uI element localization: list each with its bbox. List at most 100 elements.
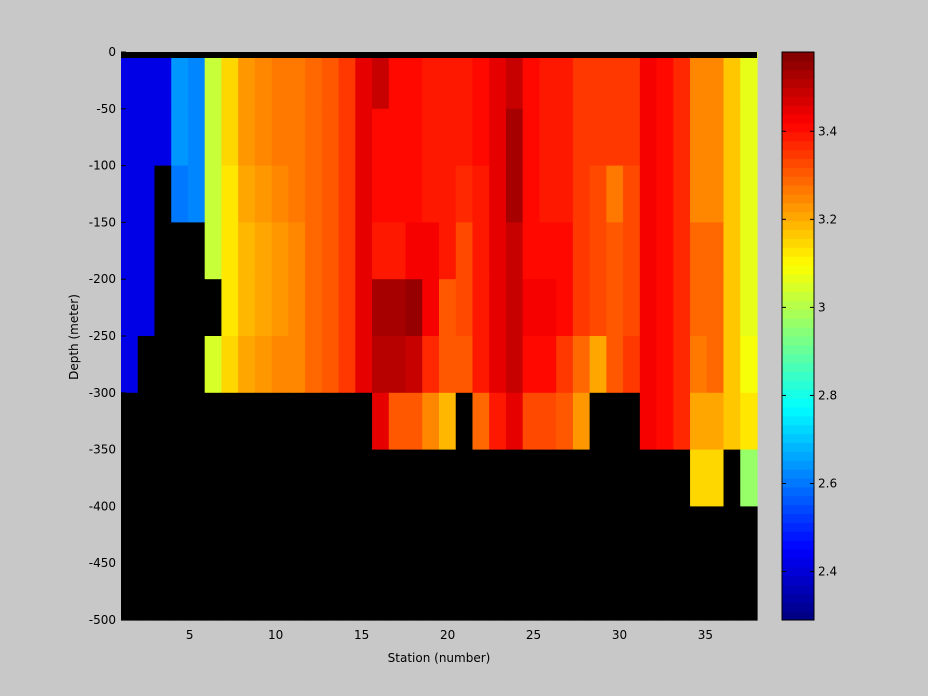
x-tick-label: 20: [440, 628, 455, 642]
heatmap-cell: [187, 563, 206, 621]
heatmap-cell: [171, 506, 189, 564]
heatmap-cell: [271, 336, 289, 394]
heatmap-cell: [204, 336, 223, 394]
heatmap-cell: [439, 563, 457, 621]
heatmap-cell: [439, 222, 457, 280]
heatmap-cell: [154, 165, 172, 223]
heatmap-cell: [355, 222, 373, 280]
heatmap-cell: [656, 52, 674, 110]
colorbar-segment: [782, 584, 814, 594]
heatmap-cell: [187, 336, 206, 394]
heatmap-cell: [422, 563, 440, 621]
heatmap-cell: [288, 108, 306, 167]
heatmap-cell: [623, 392, 641, 451]
heatmap-cell: [489, 506, 507, 564]
heatmap-cell: [254, 563, 273, 621]
colorbar-segment: [782, 265, 814, 275]
heatmap-cell: [271, 449, 289, 507]
heatmap-cell: [221, 222, 239, 280]
heatmap-cell: [539, 449, 557, 507]
heatmap-cell: [254, 279, 273, 337]
heatmap-cell: [690, 563, 708, 621]
colorbar-segment: [782, 593, 814, 603]
heatmap-cell: [372, 52, 390, 110]
colorbar-segment: [782, 273, 814, 284]
heatmap-cell: [204, 563, 223, 621]
x-axis-label: Station (number): [388, 651, 491, 665]
heatmap-cell: [305, 165, 323, 223]
heatmap-cell: [489, 392, 507, 451]
heatmap-cell: [740, 222, 758, 280]
heatmap-cell: [271, 108, 289, 167]
heatmap-cell: [271, 392, 289, 451]
heatmap-cell: [690, 52, 708, 110]
heatmap-cell: [254, 108, 273, 167]
heatmap-cell: [522, 336, 541, 394]
heatmap-cell: [572, 222, 591, 280]
heatmap-cell: [439, 52, 457, 110]
heatmap-cell: [221, 563, 239, 621]
heatmap-cell: [623, 165, 641, 223]
colorbar-segment: [782, 557, 814, 568]
heatmap-cell: [505, 108, 524, 167]
heatmap-cell: [187, 449, 206, 507]
heatmap-cell: [288, 279, 306, 337]
heatmap-cell: [606, 52, 624, 110]
heatmap-cell: [154, 392, 172, 451]
colorbar-segment: [782, 96, 814, 106]
heatmap-cell: [706, 336, 725, 394]
heatmap-cell: [405, 392, 423, 451]
heatmap-cell: [740, 279, 758, 337]
heatmap-cell: [405, 506, 423, 564]
heatmap-cell: [539, 108, 557, 167]
heatmap-cell: [690, 392, 708, 451]
heatmap-cell: [572, 52, 591, 110]
heatmap-cell: [740, 392, 758, 451]
heatmap-cell: [505, 165, 524, 223]
heatmap-cell: [271, 165, 289, 223]
heatmap-cell: [439, 108, 457, 167]
heatmap-cell: [723, 336, 741, 394]
heatmap-cell: [673, 449, 691, 507]
heatmap-cell: [305, 222, 323, 280]
heatmap-cell: [723, 449, 741, 507]
heatmap-cell: [639, 52, 658, 110]
heatmap-cell: [338, 108, 356, 167]
heatmap-cell: [539, 336, 557, 394]
heatmap-cell: [455, 506, 474, 564]
heatmap-cell: [589, 222, 607, 280]
heatmap-cell: [204, 392, 223, 451]
colorbar-segment: [782, 69, 814, 80]
heatmap-cell: [489, 165, 507, 223]
heatmap-cell: [254, 222, 273, 280]
heatmap-cell: [154, 449, 172, 507]
heatmap-cell: [690, 336, 708, 394]
colorbar: 2.4 2.6 2.8 3 3.2 3.4: [781, 51, 837, 621]
heatmap-cell: [204, 165, 223, 223]
colorbar-tick-label: 3.2: [818, 212, 837, 226]
heatmap-cell: [388, 108, 407, 167]
heatmap-cell: [505, 336, 524, 394]
heatmap-cell: [656, 563, 674, 621]
heatmap-cell: [221, 279, 239, 337]
x-tick-label: 15: [354, 628, 369, 642]
heatmap-cell: [388, 52, 407, 110]
heatmap-cell: [522, 449, 541, 507]
heatmap-cell: [305, 506, 323, 564]
colorbar-segment: [782, 282, 814, 293]
heatmap-cell: [187, 222, 206, 280]
colorbar-segment: [782, 380, 814, 390]
colorbar-segment: [782, 238, 814, 248]
heatmap-cell: [137, 563, 156, 621]
heatmap-cell: [489, 563, 507, 621]
y-tick-label: -100: [89, 159, 116, 173]
colorbar-tick-label: 3.4: [818, 124, 837, 138]
heatmap-cell: [372, 279, 390, 337]
heatmap-cell: [422, 336, 440, 394]
colorbar-segment: [782, 424, 814, 435]
heatmap-cell: [556, 108, 574, 167]
heatmap-cell: [706, 165, 725, 223]
heatmap-cell: [288, 52, 306, 110]
heatmap-cell: [623, 222, 641, 280]
